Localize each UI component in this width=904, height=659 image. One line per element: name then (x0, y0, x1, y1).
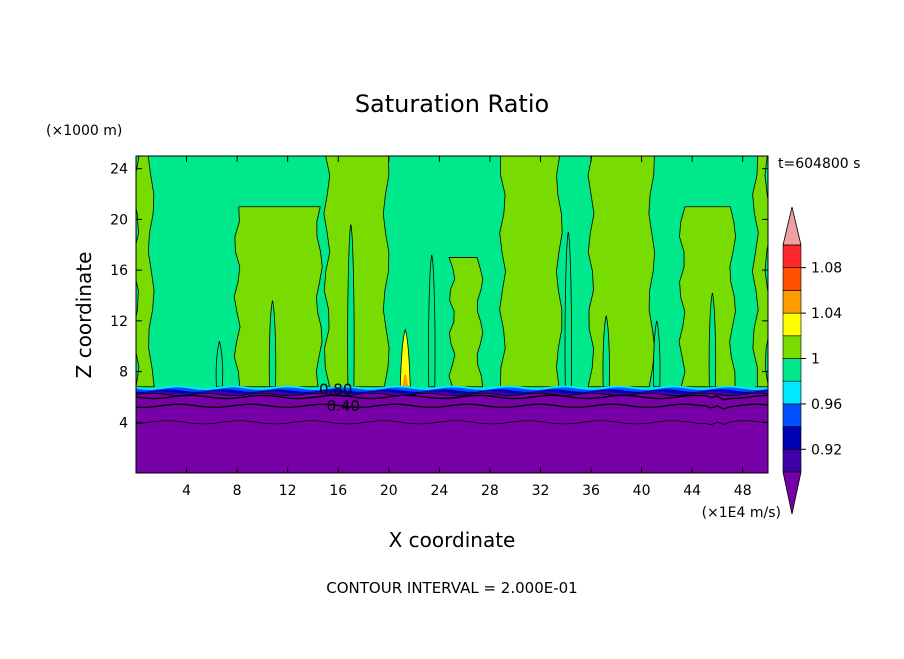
y-axis-label: Z coordinate (72, 252, 96, 379)
x-tick-label: 16 (329, 483, 347, 499)
colorbar-level (782, 426, 802, 450)
colorbar-tick-label: 1.04 (811, 306, 842, 322)
x-tick-label: 36 (582, 483, 600, 499)
plume (215, 341, 224, 388)
plume (602, 315, 610, 388)
contour-field (136, 156, 768, 473)
colorbar-tick-label: 1 (811, 352, 820, 368)
supersaturated-band (499, 156, 563, 388)
colorbar: 1.08 1.04 1 0.96 0.92 (782, 206, 842, 515)
y-tick-label: 16 (110, 263, 128, 279)
plume (268, 300, 277, 388)
supersaturated-band (678, 206, 736, 388)
subsaturated-layer (136, 392, 768, 473)
contour-line (136, 403, 768, 410)
x-tick-label: 48 (734, 483, 752, 499)
colorbar-level (782, 244, 802, 269)
colorbar-tick-label: 0.96 (811, 397, 842, 413)
x-tick-label: 40 (633, 483, 651, 499)
supersaturation-peak (399, 328, 411, 388)
colorbar-level (782, 403, 802, 427)
colorbar-under-arrow (782, 471, 802, 515)
x-axis: 4 8 12 16 20 24 28 32 36 40 44 48 (182, 156, 752, 499)
contour-line (136, 394, 768, 401)
plot-frame (135, 155, 769, 474)
y-tick-label: 20 (110, 212, 128, 228)
colorbar-level (782, 267, 802, 291)
colorbar-level (782, 335, 802, 359)
plume (347, 224, 355, 388)
plume (653, 320, 661, 388)
plume (708, 292, 717, 388)
contour-labels: 0.800.40 (319, 380, 360, 414)
colorbar-tick-label: 0.92 (811, 442, 842, 458)
plot-area (135, 155, 769, 474)
x-tick-label: 32 (532, 483, 550, 499)
x-tick-label: 12 (279, 483, 297, 499)
x-axis-unit: (×1E4 m/s) (702, 505, 781, 521)
supersaturated-band (136, 156, 155, 388)
x-tick-label: 20 (380, 483, 398, 499)
y-tick-label: 4 (119, 415, 128, 431)
y-tick-label: 12 (110, 314, 128, 330)
colorbar-over-arrow (782, 206, 802, 246)
supersaturated-band (233, 206, 323, 388)
x-tick-label: 28 (481, 483, 499, 499)
x-axis-label: X coordinate (389, 528, 516, 552)
colorbar-level (782, 380, 802, 405)
time-label: t=604800 s (778, 156, 860, 172)
colorbar-tick-label: 1.08 (811, 261, 842, 277)
contour-interval-note: CONTOUR INTERVAL = 2.000E-01 (326, 579, 577, 597)
y-axis-unit: (×1000 m) (46, 123, 122, 139)
colorbar-level (782, 290, 802, 314)
supersaturated-band (751, 156, 768, 388)
supersaturated-band (587, 156, 656, 388)
contour-line (136, 420, 768, 426)
colorbar-level (782, 312, 802, 337)
colorbar-level (782, 358, 802, 382)
supersaturated-band (448, 257, 484, 388)
contour-label: 0.40 (327, 397, 360, 415)
colorbar-level (782, 448, 802, 473)
y-axis: 4 8 12 16 20 24 (110, 162, 768, 431)
plume (564, 231, 572, 388)
y-tick-label: 8 (119, 365, 128, 381)
x-tick-label: 8 (233, 483, 242, 499)
supersaturated-band (323, 156, 390, 388)
x-tick-label: 24 (430, 483, 448, 499)
chart-title: Saturation Ratio (355, 90, 549, 118)
contour-label: 0.80 (319, 380, 352, 398)
y-tick-label: 24 (110, 162, 128, 178)
plume (428, 254, 436, 388)
peak-core (402, 374, 409, 387)
x-tick-label: 44 (683, 483, 701, 499)
x-tick-label: 4 (182, 483, 191, 499)
